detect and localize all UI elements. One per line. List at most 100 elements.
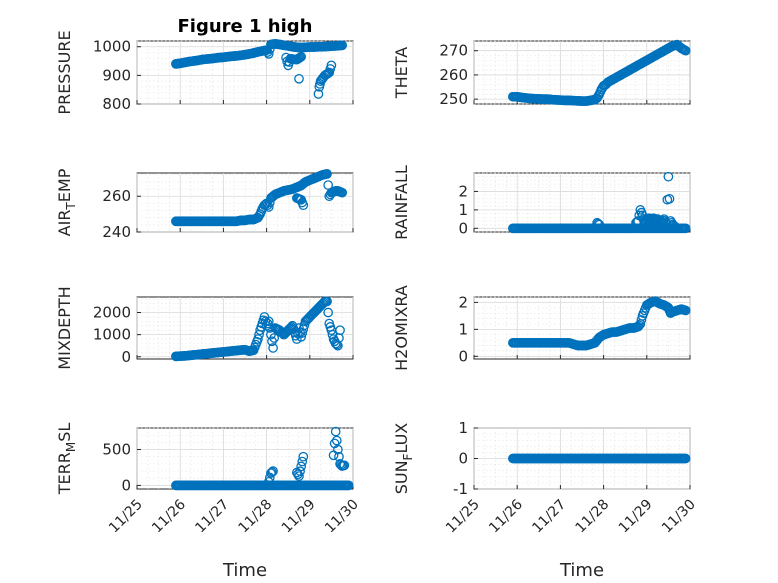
- data-point: [295, 466, 305, 477]
- subplot-7: 0 500 11/25 11/26 11/27 11/28 11/29 11/30 TERRMS…: [55, 423, 362, 581]
- data-point: [260, 45, 271, 56]
- data-point: [323, 180, 334, 190]
- data-point: [296, 461, 307, 472]
- data-point: [668, 220, 679, 231]
- x-tick-label: 11/26: [486, 496, 526, 536]
- data-point: [329, 438, 340, 449]
- y-tick-label: 2: [458, 293, 468, 311]
- data-point: [260, 316, 271, 327]
- data-point: [321, 169, 331, 179]
- y-tick-label: 0: [458, 347, 468, 365]
- y-axis-label: RAINFALL: [392, 165, 411, 240]
- subplot-6: 0 1 2 H2OMIXRA: [392, 285, 691, 371]
- data-point: [262, 200, 273, 211]
- subplot-1: 800 900 1000 PRESSURE Figure 1 high: [55, 16, 354, 115]
- data-point: [247, 345, 258, 356]
- y-tick-label: -1: [453, 480, 468, 498]
- data-point: [636, 207, 647, 218]
- y-tick-label: 260: [439, 66, 468, 84]
- data-point: [679, 453, 690, 464]
- data-point: [632, 322, 642, 332]
- x-tick-label: 11/29: [279, 497, 319, 537]
- x-tick-label: 11/26: [149, 496, 189, 536]
- data-point: [679, 45, 690, 55]
- subplot-2: 250 260 270 THETA: [392, 39, 691, 108]
- plot-area: [136, 427, 354, 490]
- y-axis-label: PRESSURE: [55, 30, 74, 114]
- data-point: [267, 467, 277, 477]
- data-point: [636, 315, 647, 325]
- data-point: [313, 89, 324, 99]
- data-point: [264, 472, 275, 483]
- data-point: [268, 343, 278, 353]
- subplot-5: 0 1000 2000 MIXDEPTH: [55, 286, 354, 370]
- y-tick-label: 900: [102, 66, 131, 84]
- y-axis-label: AIRTEMP: [55, 168, 78, 236]
- data-point: [262, 318, 273, 329]
- y-axis-label: MIXDEPTH: [55, 286, 74, 369]
- series-markers: [171, 296, 345, 362]
- data-point: [298, 324, 309, 334]
- data-point: [634, 320, 645, 331]
- data-point: [323, 307, 334, 318]
- data-point: [315, 79, 325, 89]
- data-point: [336, 40, 346, 51]
- series-markers: [508, 296, 691, 351]
- y-axis-label: TERRMSL: [55, 423, 78, 496]
- data-point: [338, 460, 349, 471]
- data-point: [298, 451, 309, 462]
- data-point: [334, 333, 344, 343]
- data-point: [266, 468, 276, 479]
- data-point: [263, 202, 274, 212]
- data-point: [679, 305, 690, 315]
- x-axis-label: Time: [559, 560, 604, 581]
- series-markers: [171, 39, 348, 99]
- data-point: [593, 218, 604, 229]
- y-tick-label: 0: [121, 348, 131, 366]
- data-point: [252, 213, 262, 223]
- grid: [136, 297, 354, 359]
- data-point: [269, 333, 280, 343]
- series-markers: [508, 39, 691, 106]
- series-markers: [171, 169, 348, 227]
- data-point: [638, 308, 649, 319]
- subplot-8: -1 0 1 11/25 11/26 11/27 11/28 11/29 11/30 SUNFLU…: [392, 419, 699, 581]
- data-point: [297, 456, 308, 467]
- data-point: [321, 296, 331, 307]
- data-point: [256, 206, 267, 217]
- data-point: [330, 426, 341, 437]
- subplot-3: 240 260 AIRTEMP: [55, 168, 354, 241]
- data-point: [666, 217, 677, 228]
- y-tick-label: 0: [458, 219, 468, 237]
- y-tick-label: 0: [121, 476, 131, 494]
- data-point: [331, 435, 342, 446]
- data-point: [262, 47, 273, 57]
- series-markers: [508, 171, 691, 234]
- y-tick-label: 500: [102, 441, 131, 459]
- y-tick-label: 2: [458, 182, 468, 200]
- data-point: [284, 324, 295, 334]
- y-tick-label: 1000: [93, 326, 131, 344]
- y-tick-label: 800: [102, 95, 131, 113]
- data-point: [297, 197, 308, 208]
- subplot-4: 012 RAINFALL: [392, 165, 691, 240]
- y-tick-label: 2000: [93, 304, 131, 322]
- y-tick-label: 240: [102, 223, 131, 241]
- data-point: [266, 329, 276, 340]
- y-tick-label: 1: [458, 419, 468, 437]
- y-tick-label: 250: [439, 90, 468, 108]
- data-point: [664, 193, 675, 204]
- data-point: [660, 216, 671, 226]
- data-point: [252, 336, 262, 347]
- data-point: [294, 471, 304, 481]
- x-tick-label: 11/30: [659, 497, 699, 537]
- data-point: [293, 469, 303, 480]
- data-point: [286, 322, 297, 332]
- y-axis-label: SUNFLUX: [392, 423, 415, 495]
- y-tick-label: 0: [458, 450, 468, 468]
- x-tick-label: 11/28: [236, 497, 276, 537]
- x-tick-label: 11/29: [616, 497, 656, 537]
- data-point: [663, 171, 674, 182]
- data-point: [653, 215, 664, 225]
